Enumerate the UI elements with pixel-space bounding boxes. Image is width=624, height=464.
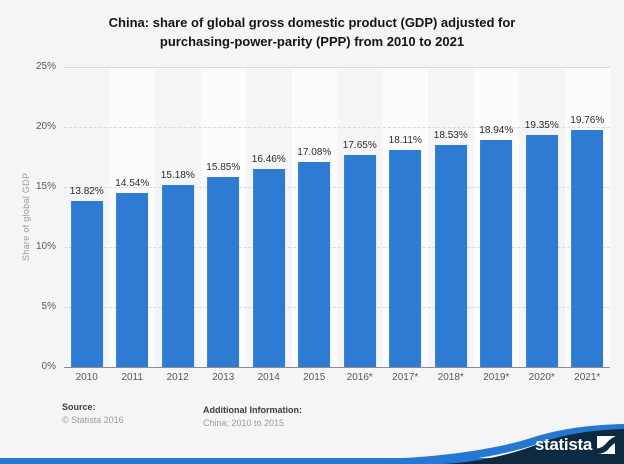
page-title: China: share of global gross domestic pr… <box>0 13 624 51</box>
gridline-10% <box>64 247 610 248</box>
bar-value-label-2020*: 19.35% <box>524 119 559 131</box>
x-tick-label-2012: 2012 <box>166 372 189 383</box>
page-title-line1: China: share of global gross domestic pr… <box>108 15 516 30</box>
bottom-accent-strip <box>0 458 624 464</box>
source-label: Source: <box>62 402 96 412</box>
statista-logo[interactable]: statista <box>535 436 615 454</box>
bar-2019*[interactable]: 18.94% <box>479 125 513 367</box>
bar-column-2016*: 17.65% <box>337 67 383 367</box>
bar-value-label-2017*: 18.11% <box>388 134 422 146</box>
x-tick-label-2014: 2014 <box>257 372 280 383</box>
bar-column-2014: 16.46% <box>246 67 292 367</box>
bar-column-2013: 15.85% <box>201 67 247 367</box>
y-tick-label-20%: 20% <box>35 121 56 132</box>
bar-2014[interactable]: 16.46% <box>252 154 286 367</box>
bar-value-label-2011: 14.54% <box>115 177 150 189</box>
x-tick-label-2019*: 2019* <box>483 372 510 383</box>
x-tick-label-2011: 2011 <box>121 372 143 383</box>
x-tick-label-2013: 2013 <box>212 372 235 383</box>
bar-column-2019*: 18.94% <box>474 67 520 367</box>
bar-2010[interactable]: 13.82% <box>70 186 104 367</box>
gridline-25% <box>64 67 610 68</box>
x-tick-label-2018*: 2018* <box>437 372 464 383</box>
gridlines-layer <box>64 67 610 367</box>
x-tick-label-2021*: 2021* <box>574 372 601 383</box>
x-axis-tick-labels: 2010 2011 2012 2013 2014 2015 2016* 2017* 2018* 2… <box>64 372 610 383</box>
bar-series-layer: 13.82% 14.54% 15.18% 15.85% 16.46% 17.08% 17.6… <box>64 67 610 367</box>
y-tick-label-5%: 5% <box>41 301 56 312</box>
y-tick-label-15%: 15% <box>35 181 56 192</box>
bar-column-2012: 15.18% <box>155 67 201 367</box>
bar-2011[interactable]: 14.54% <box>115 178 149 367</box>
bar-value-label-2016*: 17.65% <box>342 140 377 152</box>
bar-column-2011: 14.54% <box>110 67 156 367</box>
bar-2015[interactable]: 17.08% <box>297 147 331 367</box>
bar-value-label-2021*: 19.76% <box>570 114 605 126</box>
y-tick-label-10%: 10% <box>35 241 56 252</box>
plot-area: 13.82% 14.54% 15.18% 15.85% 16.46% 17.08% 17.6… <box>64 67 610 368</box>
y-tick-label-25%: 25% <box>35 61 56 72</box>
x-tick-label-2020*: 2020* <box>528 372 555 383</box>
bar-column-2015: 17.08% <box>292 67 338 367</box>
bar-value-label-2012: 15.18% <box>160 169 195 181</box>
bar-2020*[interactable]: 19.35% <box>525 120 559 367</box>
bar-column-2020*: 19.35% <box>519 67 565 367</box>
x-tick-label-2017*: 2017* <box>392 372 419 383</box>
page-title-line2: purchasing-power-parity (PPP) from 2010 … <box>159 34 465 49</box>
statista-wordmark: statista <box>534 435 592 454</box>
y-tick-label-0%: 0% <box>41 361 56 372</box>
bar-2021*[interactable]: 19.76% <box>570 115 604 367</box>
bar-value-label-2010: 13.82% <box>69 186 104 198</box>
bar-column-2017*: 18.11% <box>383 67 429 367</box>
bar-column-2018*: 18.53% <box>428 67 474 367</box>
bar-value-label-2015: 17.08% <box>297 147 332 159</box>
bar-column-2021*: 19.76% <box>565 67 611 367</box>
gridline-15% <box>64 187 610 188</box>
additional-information-value: China; 2010 to 2015 <box>203 418 285 428</box>
bar-value-label-2013: 15.85% <box>206 161 241 173</box>
source-value: © Statista 2016 <box>62 415 124 425</box>
bar-2012[interactable]: 15.18% <box>161 170 195 367</box>
source-block: Source: © Statista 2016 <box>62 401 124 427</box>
x-tick-label-2015: 2015 <box>303 372 326 383</box>
additional-information-block: Additional Information: China; 2010 to 2… <box>203 404 302 430</box>
brand-wave-graphic <box>404 424 624 464</box>
additional-information-label: Additional Information: <box>203 405 302 415</box>
gridline-20% <box>64 127 610 128</box>
gridline-5% <box>64 307 610 308</box>
x-tick-label-2016*: 2016* <box>346 372 373 383</box>
bar-2017*[interactable]: 18.11% <box>389 135 422 367</box>
bar-value-label-2019*: 18.94% <box>479 124 514 136</box>
y-axis-title: Share of global GDP <box>21 172 31 262</box>
bar-2016*[interactable]: 17.65% <box>343 140 377 367</box>
bar-column-2010: 13.82% <box>64 67 110 367</box>
bar-2013[interactable]: 15.85% <box>206 162 240 367</box>
statista-logo-icon <box>597 436 615 454</box>
x-tick-label-2010: 2010 <box>75 372 98 383</box>
bar-2018*[interactable]: 18.53% <box>434 130 468 367</box>
bar-value-label-2014: 16.46% <box>251 154 286 166</box>
bar-value-label-2018*: 18.53% <box>433 129 468 141</box>
